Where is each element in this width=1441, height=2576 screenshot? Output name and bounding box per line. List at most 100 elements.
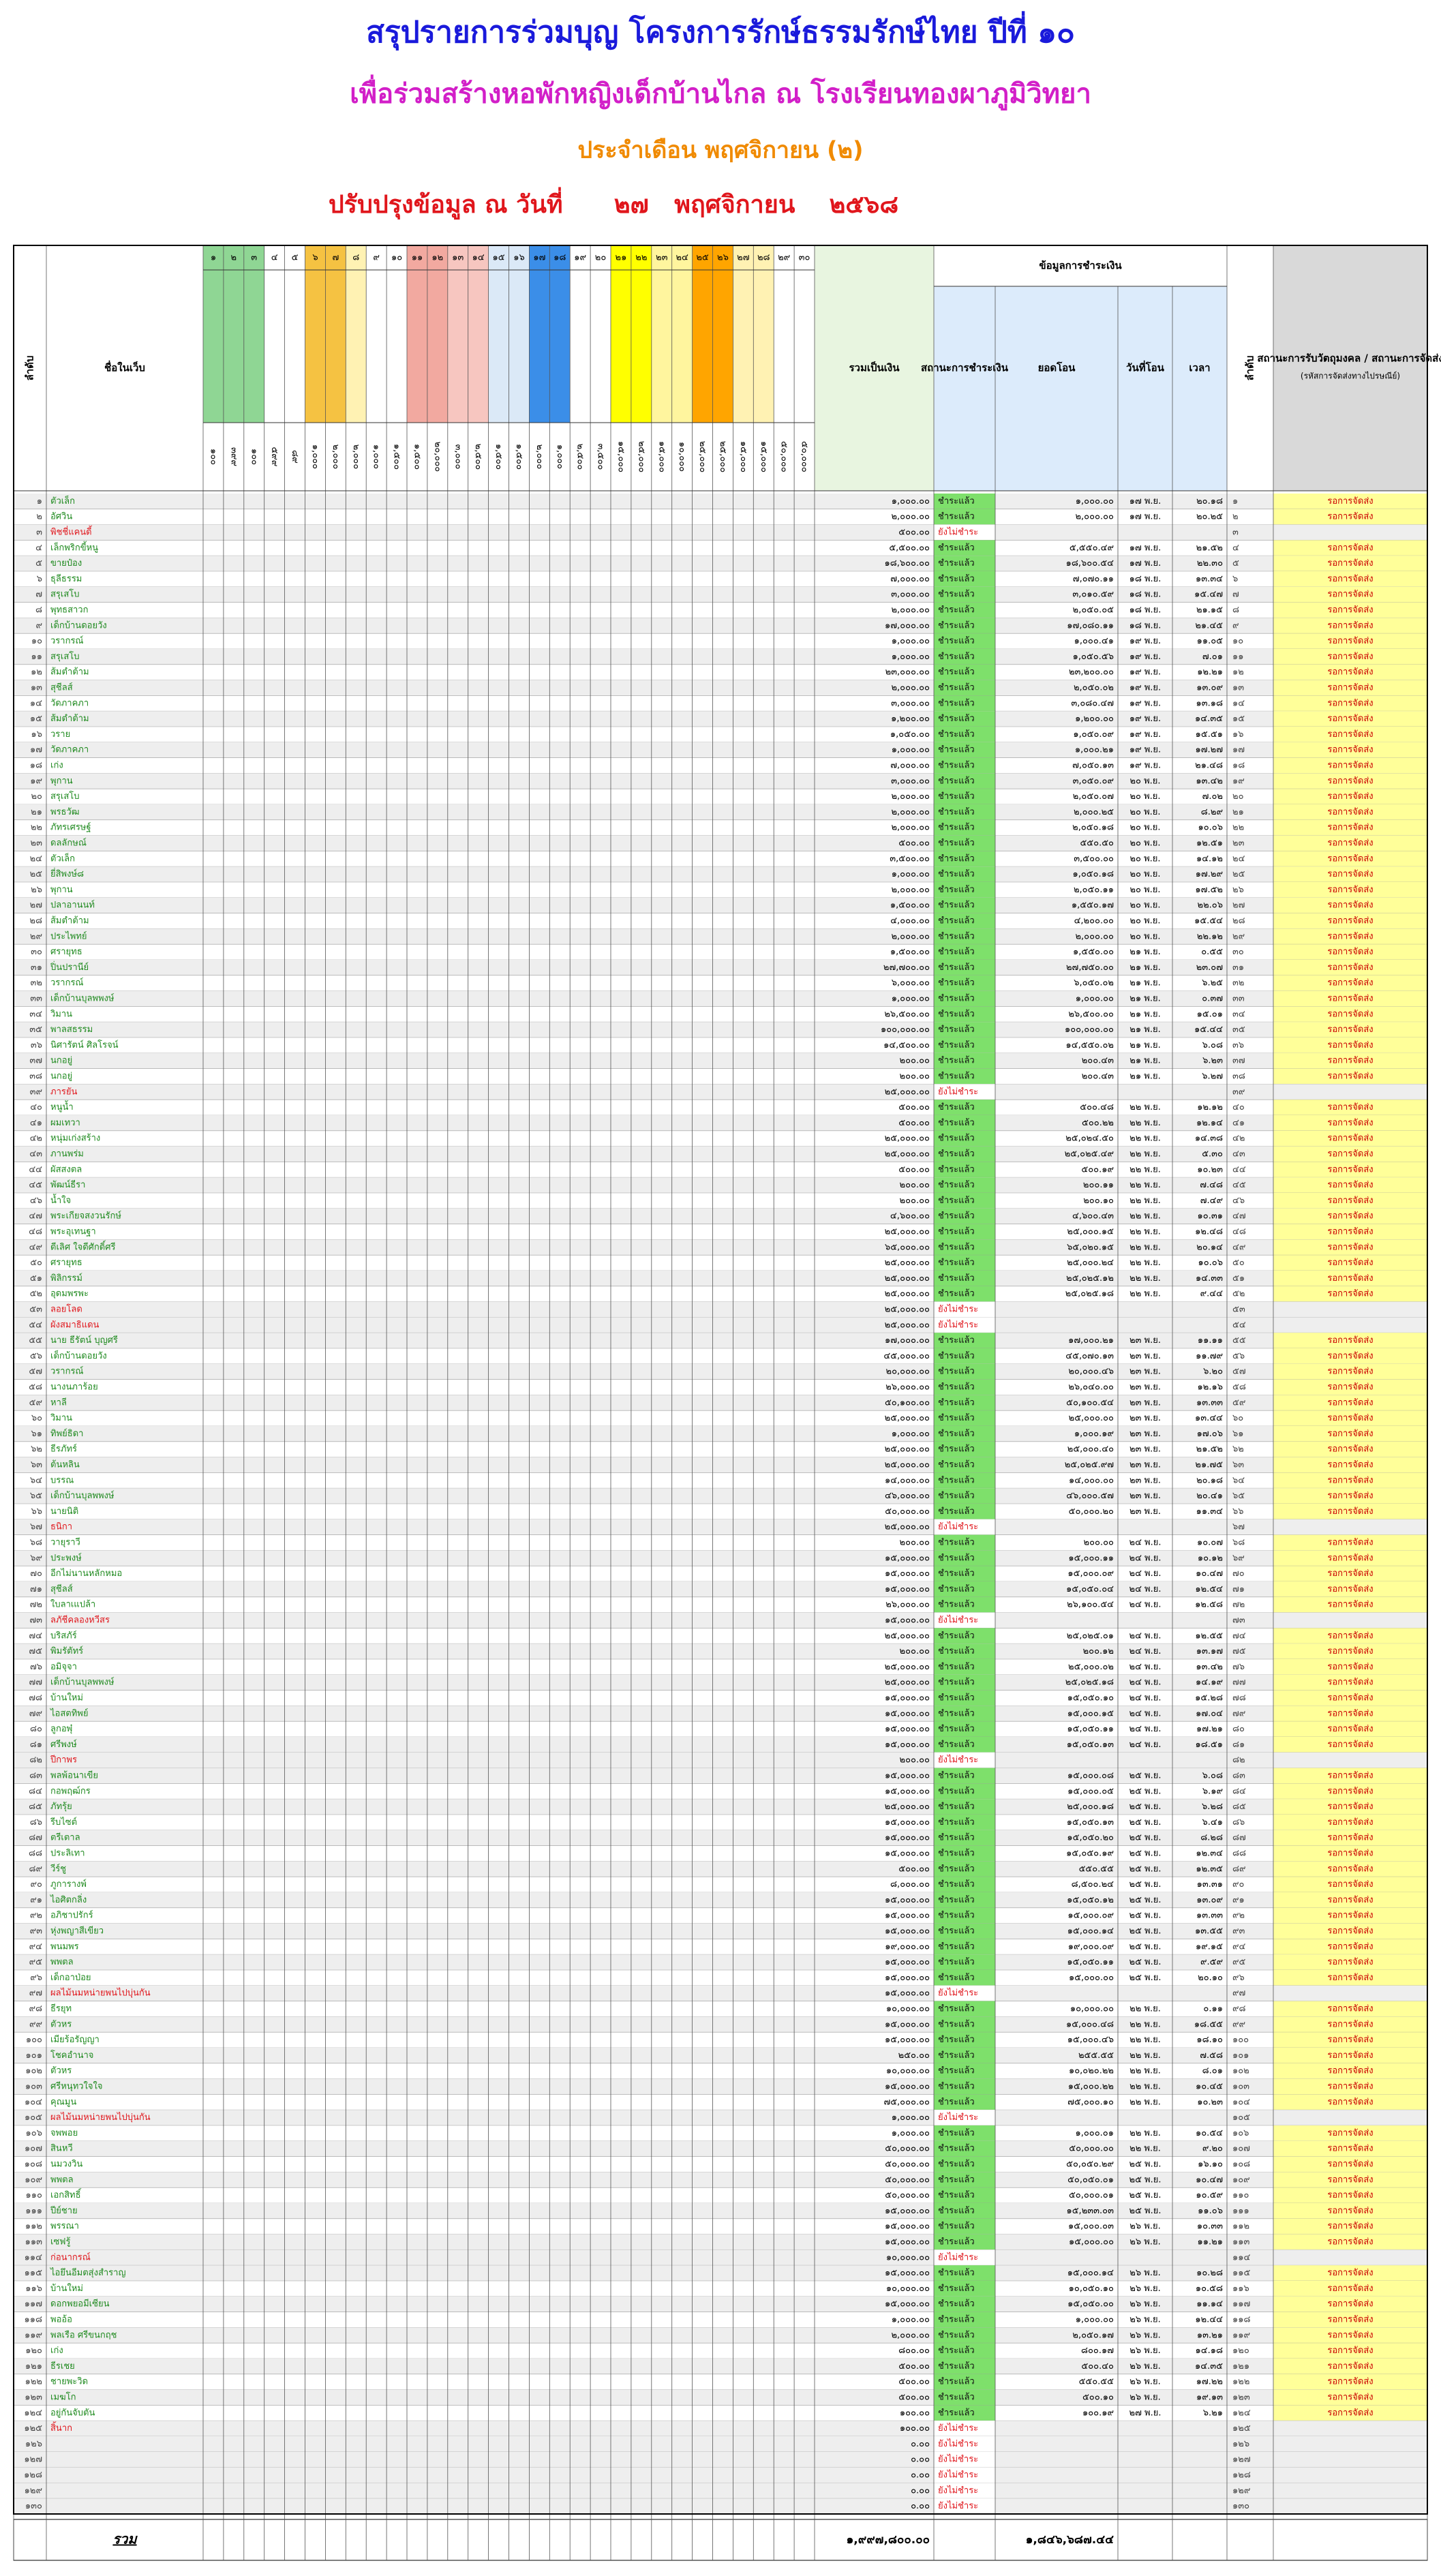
- payment-status: ยังไม่ชำระ: [938, 2112, 978, 2123]
- row-number: ๙๘: [1232, 2004, 1246, 2014]
- transfer-date: ๒๑ พ.ย.: [1129, 1025, 1160, 1035]
- row-number: ๑๑๔: [1232, 2252, 1251, 2262]
- donor-name: อุดมพรพะ: [50, 1289, 89, 1299]
- row-bg: [14, 649, 1427, 665]
- row-bg: [14, 1923, 1427, 1939]
- row-bg: [14, 1752, 1427, 1768]
- transfer-date: ๒๓ พ.ย.: [1129, 1351, 1161, 1361]
- item-header-bg: [305, 245, 326, 423]
- donor-name: เด็กบ้านบุลพพงษ์: [50, 992, 115, 1004]
- row-bg: [14, 2016, 1427, 2033]
- row-number: ๓: [1232, 528, 1239, 538]
- ship-status: รอการจัดส่ง: [1327, 900, 1373, 911]
- payment-status: ยังไม่ชำระ: [938, 2252, 978, 2262]
- transfer-amount: ๒,๐๕๐.๐๗: [1073, 791, 1114, 802]
- transfer-date: ๒๕ พ.ย.: [1129, 1786, 1162, 1796]
- status-cell: [934, 1457, 995, 1473]
- donor-name: สรุเสโบ: [50, 651, 80, 662]
- payment-status: ชำระแล้ว: [938, 1491, 975, 1501]
- item-price: ๓,๐๐๐: [453, 444, 463, 470]
- item-price: ๕๐,๐๐๐: [779, 441, 789, 472]
- row-number: ๒๘: [1232, 916, 1245, 926]
- row-number: ๓๐: [1232, 947, 1244, 957]
- row-bg: [14, 1488, 1427, 1504]
- row-number: ๑๒๗: [24, 2455, 42, 2465]
- row-number: ๘๖: [30, 1817, 42, 1828]
- donor-name: วรากรณ์: [50, 635, 84, 646]
- transfer-date: ๒๓ พ.ย.: [1129, 1367, 1161, 1377]
- transfer-date: ๒๖ พ.ย.: [1129, 2361, 1160, 2372]
- total-amount: ๕๐๐.๐๐: [898, 2393, 930, 2403]
- ship-status: รอการจัดส่ง: [1327, 574, 1373, 584]
- item-price: ๑,๐๐๐: [371, 444, 382, 469]
- row-number: ๘๓: [29, 1771, 42, 1781]
- ship-cell: [1273, 2359, 1427, 2374]
- item-number: ๙: [373, 253, 380, 263]
- row-number: ๔๔: [1232, 1164, 1246, 1175]
- ship-status: รอการจัดส่ง: [1327, 1211, 1373, 1222]
- total-amount: ๕๐,๐๐๐.๐๐: [885, 2144, 930, 2154]
- payment-status: ชำระแล้ว: [938, 1631, 975, 1641]
- transfer-date: ๒๑ พ.ย.: [1129, 994, 1160, 1004]
- row-number: ๑๒๘: [1232, 2470, 1251, 2481]
- status-cell: [934, 1504, 995, 1519]
- ship-status: รอการจัดส่ง: [1327, 994, 1373, 1004]
- payment-status: ชำระแล้ว: [938, 1693, 975, 1703]
- total-amount: ๑,๐๐๐.๐๐: [892, 2128, 930, 2138]
- row-number: ๗๕: [1232, 1646, 1246, 1656]
- payment-status: ชำระแล้ว: [938, 1569, 975, 1579]
- row-bg: [14, 1271, 1427, 1286]
- row-bg: [14, 2140, 1427, 2157]
- transfer-amount: ๑๗,๐๐๐.๒๑: [1068, 1335, 1114, 1346]
- status-cell: [934, 1596, 995, 1613]
- ship-cell: [1273, 649, 1427, 665]
- status-cell: [934, 1768, 995, 1784]
- item-price: ๕๐,๐๐๐: [800, 441, 810, 472]
- row-number: ๑๖: [1232, 729, 1244, 740]
- total-amount: ๑๕,๐๐๐.๐๐: [885, 1693, 930, 1703]
- transfer-time: ๑๓.๑๘: [1196, 698, 1223, 708]
- row-number: ๑๐๗: [1232, 2144, 1250, 2154]
- item-number: ๒๑: [616, 253, 627, 263]
- transfer-time: ๒๑.๔๘: [1195, 761, 1223, 771]
- transfer-amount: ๑๕,๐๐๐.๔๖: [1067, 2035, 1114, 2045]
- transfer-date: ๒๖ พ.ย.: [1129, 2237, 1160, 2247]
- ship-cell: [1273, 1815, 1427, 1830]
- status-cell: [934, 1659, 995, 1675]
- transfer-date: ๒๓ พ.ย.: [1129, 1506, 1161, 1517]
- status-cell: [934, 1550, 995, 1566]
- transfer-date: ๑๙ พ.ย.: [1129, 636, 1161, 646]
- transfer-amount: ๒,๐๕๐.๐๕: [1073, 605, 1114, 616]
- row-bg: [14, 1363, 1427, 1380]
- transfer-time: ๑๕.๐๑: [1197, 1009, 1223, 1019]
- ship-status: รอการจัดส่ง: [1327, 2082, 1373, 2092]
- transfer-date: ๒๑ พ.ย.: [1129, 1056, 1160, 1066]
- row-number: ๙๑: [1232, 1895, 1245, 1905]
- status-cell: [934, 1923, 995, 1939]
- donor-name: ภารยัน: [50, 1087, 77, 1097]
- ship-cell: [1273, 1550, 1427, 1566]
- row-number: ๓๐: [31, 947, 42, 957]
- row-number: ๘๘: [29, 1849, 42, 1859]
- ship-cell: [1273, 804, 1427, 820]
- payment-status: ชำระแล้ว: [938, 714, 975, 724]
- status-cell: [934, 2281, 995, 2297]
- payment-status: ชำระแล้ว: [938, 1196, 975, 1206]
- transfer-amount: ๑๕,๐๕๐.๑๓: [1067, 1817, 1114, 1828]
- payment-status: ชำระแล้ว: [938, 745, 975, 755]
- item-price: ๑,๕๐๐: [514, 444, 524, 470]
- status-cell: [934, 1488, 995, 1504]
- row-number: ๑๑๐: [1232, 2190, 1249, 2200]
- row-number: ๔๕: [29, 1180, 42, 1190]
- transfer-time: ๑๑.๑๔: [1196, 2299, 1223, 2309]
- payment-status: ชำระแล้ว: [938, 2315, 975, 2325]
- row-number: ๑๐๘: [1232, 2160, 1250, 2170]
- row-number: ๑๒๑: [1232, 2361, 1249, 2372]
- total-amount: ๑๙,๐๐๐.๐๐: [885, 1941, 930, 1952]
- total-amount: ๒๐,๐๐๐.๐๐: [886, 1367, 930, 1377]
- transfer-amount: ๑๕,๐๕๐.๒๐: [1067, 1833, 1114, 1843]
- row-bg: [14, 1146, 1427, 1162]
- status-cell: [934, 2094, 995, 2110]
- row-number: ๑๘: [30, 761, 42, 771]
- status-cell: [934, 1224, 995, 1240]
